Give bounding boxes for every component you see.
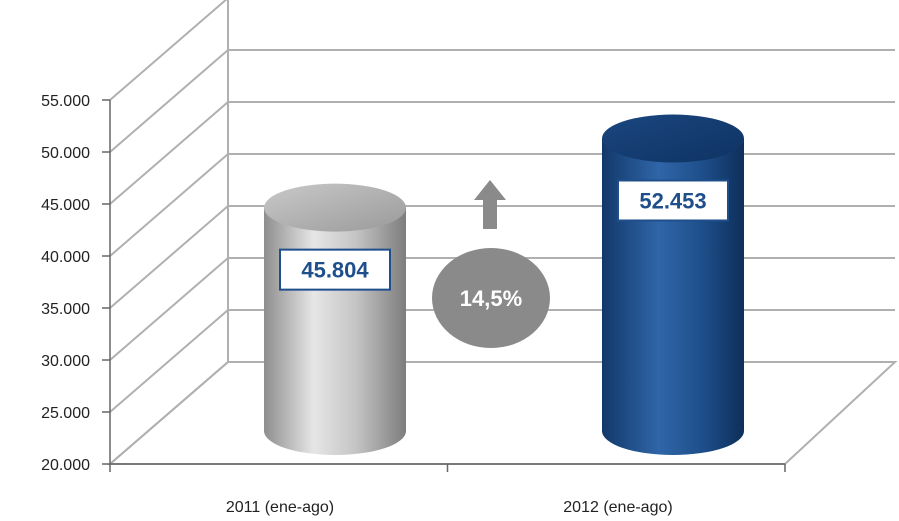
svg-text:14,5%: 14,5% [460,286,522,311]
gridline [109,0,228,101]
y-tick-label: 25.000 [41,405,90,422]
bar-1 [264,183,406,455]
change-bubble: 14,5% [432,248,550,348]
svg-text:52.453: 52.453 [639,188,706,213]
bar-2 [602,114,744,455]
svg-text:45.804: 45.804 [301,258,369,283]
bar-top [264,183,406,232]
gridline [109,361,895,465]
gridline [109,101,895,205]
gridline [109,49,895,153]
y-tick-label: 45.000 [41,197,90,214]
gridline [109,153,895,257]
y-tick-label: 20.000 [41,457,90,474]
up-arrow-icon [474,180,506,229]
data-label: 52.453 [617,179,729,222]
y-tick-label: 30.000 [41,353,90,370]
bar-top [602,114,744,163]
floor [107,361,898,465]
y-tick-label: 55.000 [41,93,90,110]
y-tick-label: 50.000 [41,145,90,162]
x-tick-label: 2012 (ene-ago) [563,499,672,516]
data-label: 45.804 [279,248,391,291]
y-tick-label: 35.000 [41,301,90,318]
x-tick-label: 2011 (ene-ago) [226,499,334,516]
y-tick-label: 40.000 [41,249,90,266]
